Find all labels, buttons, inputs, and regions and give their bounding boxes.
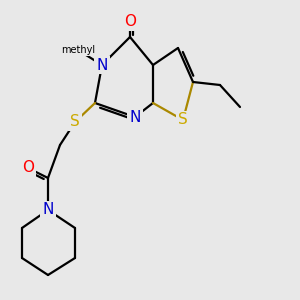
Text: O: O	[124, 14, 136, 29]
Text: N: N	[129, 110, 141, 124]
Text: methyl: methyl	[61, 45, 95, 55]
Text: O: O	[22, 160, 34, 175]
Text: N: N	[96, 58, 108, 73]
Text: S: S	[178, 112, 188, 128]
Text: S: S	[70, 115, 80, 130]
Text: N: N	[42, 202, 54, 217]
